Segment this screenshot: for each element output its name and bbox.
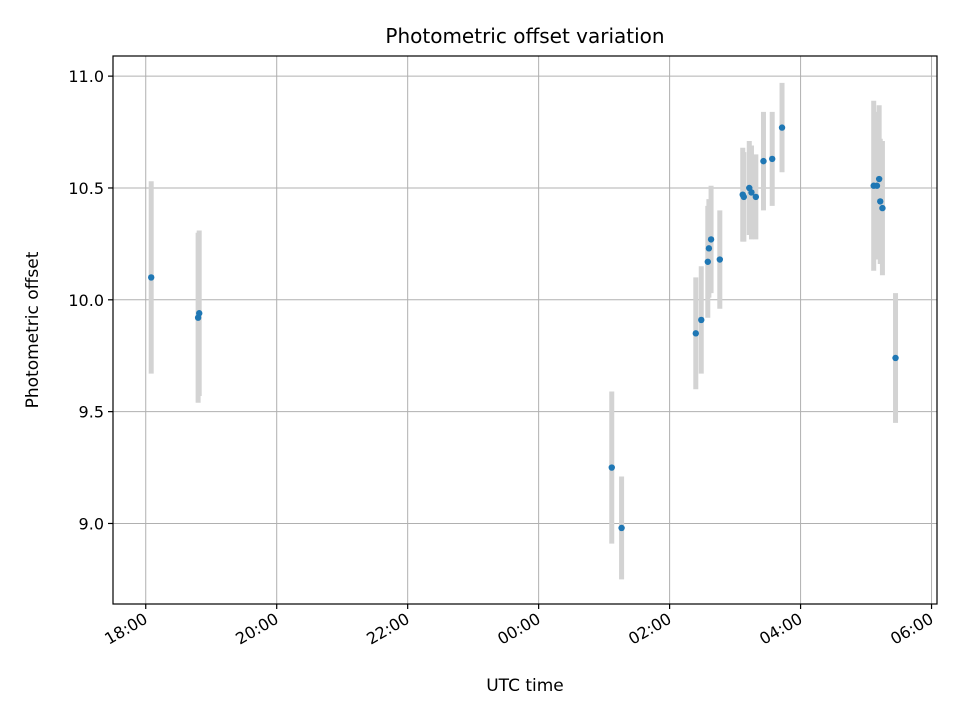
data-point [760, 157, 767, 165]
data-point [704, 258, 712, 265]
data-point [778, 124, 786, 131]
data-points [147, 124, 899, 532]
data-point [705, 245, 713, 252]
data-point [740, 193, 748, 201]
data-point [879, 204, 886, 212]
data-point [892, 354, 899, 362]
plot-frame [112, 55, 938, 605]
data-point [748, 189, 755, 196]
y-tick-label: 10.5 [68, 179, 104, 198]
data-point [692, 330, 700, 337]
data-point [716, 256, 724, 263]
data-point [608, 464, 615, 471]
data-point [618, 524, 625, 532]
y-axis-title: Photometric offset [23, 251, 43, 408]
x-axis-title: UTC time [486, 676, 564, 696]
chart-title: Photometric offset variation [385, 24, 664, 48]
data-point [877, 198, 884, 205]
data-point [707, 236, 715, 243]
y-tick-label: 9.5 [79, 403, 104, 422]
data-point [873, 182, 881, 189]
data-point [698, 316, 705, 324]
y-tick-label: 11.0 [68, 67, 104, 86]
grid [113, 56, 937, 604]
y-tick-label: 9.0 [79, 514, 104, 533]
data-point [769, 155, 776, 163]
y-tick-label: 10.0 [68, 291, 104, 310]
data-point [196, 310, 203, 317]
data-point [147, 274, 155, 281]
data-point [875, 175, 883, 183]
data-point [752, 193, 760, 201]
